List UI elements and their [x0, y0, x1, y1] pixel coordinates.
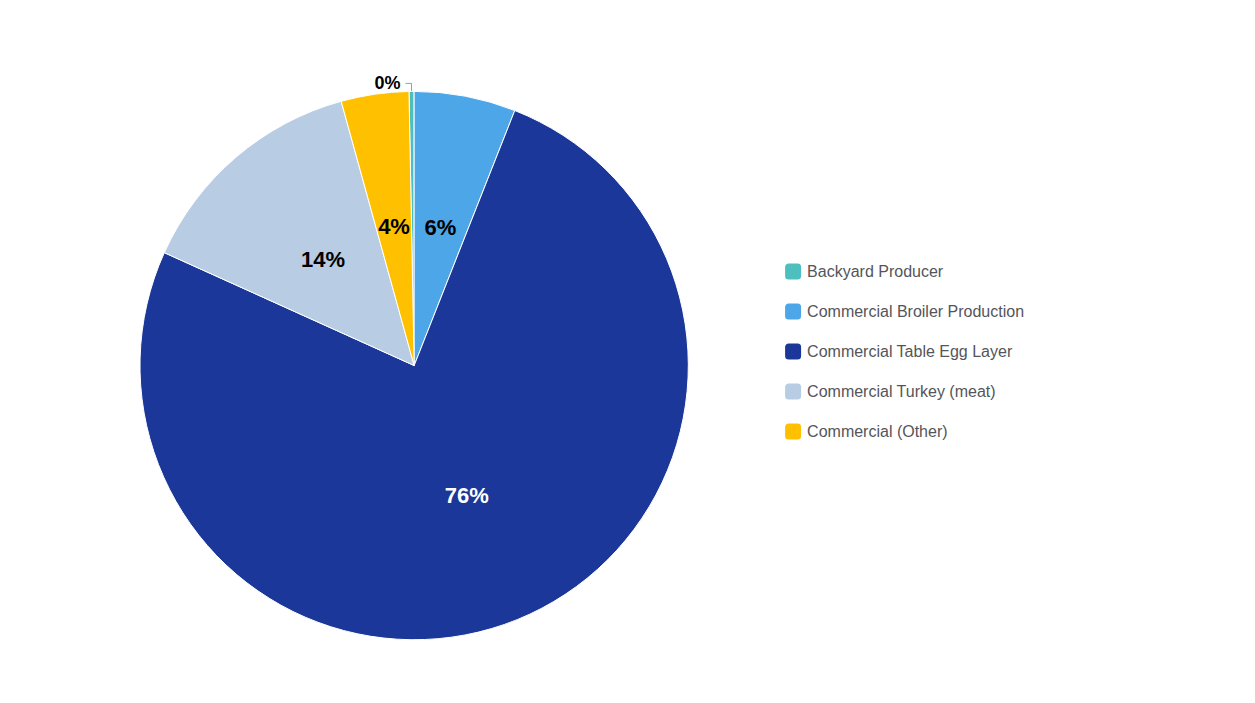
- svg-text:Commercial (Other): Commercial (Other): [807, 423, 947, 440]
- svg-text:Backyard Producer: Backyard Producer: [807, 263, 944, 280]
- svg-text:0%: 0%: [374, 73, 400, 93]
- svg-text:6%: 6%: [424, 215, 456, 240]
- svg-text:4%: 4%: [378, 214, 410, 239]
- svg-text:Commercial Broiler Production: Commercial Broiler Production: [807, 303, 1024, 320]
- svg-text:76%: 76%: [445, 483, 489, 508]
- svg-text:Commercial Table Egg Layer: Commercial Table Egg Layer: [807, 343, 1013, 360]
- svg-text:14%: 14%: [301, 247, 345, 272]
- svg-text:Commercial Turkey (meat): Commercial Turkey (meat): [807, 383, 995, 400]
